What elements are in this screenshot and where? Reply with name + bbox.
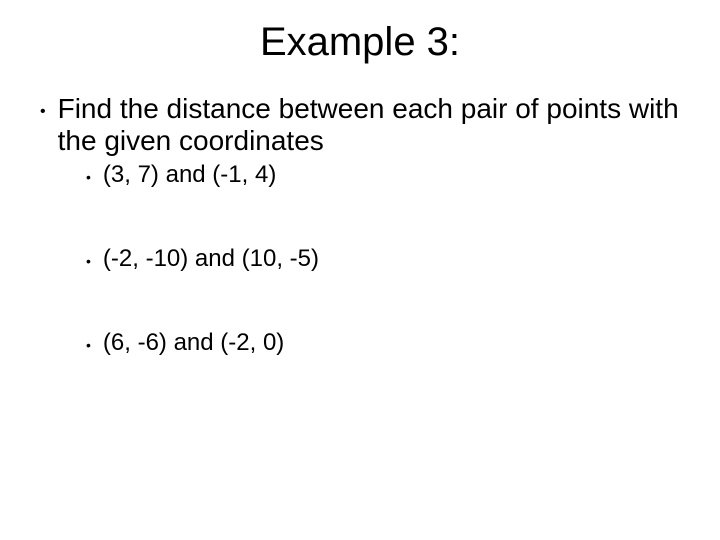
prompt-text: Find the distance between each pair of p… bbox=[58, 93, 680, 157]
coordinate-pair-1: (3, 7) and (-1, 4) bbox=[103, 161, 276, 189]
coordinate-pair-2: (-2, -10) and (10, -5) bbox=[103, 245, 319, 273]
sub-bullet-2: • (-2, -10) and (10, -5) bbox=[86, 245, 720, 273]
slide-title: Example 3: bbox=[0, 20, 720, 65]
main-bullet: • Find the distance between each pair of… bbox=[40, 93, 680, 157]
bullet-icon: • bbox=[86, 253, 91, 269]
coordinate-pair-3: (6, -6) and (-2, 0) bbox=[103, 329, 284, 357]
bullet-icon: • bbox=[40, 103, 46, 121]
bullet-icon: • bbox=[86, 169, 91, 185]
sub-bullet-1: • (3, 7) and (-1, 4) bbox=[86, 161, 720, 189]
bullet-icon: • bbox=[86, 337, 91, 353]
slide-container: Example 3: • Find the distance between e… bbox=[0, 0, 720, 540]
sub-bullet-3: • (6, -6) and (-2, 0) bbox=[86, 329, 720, 357]
